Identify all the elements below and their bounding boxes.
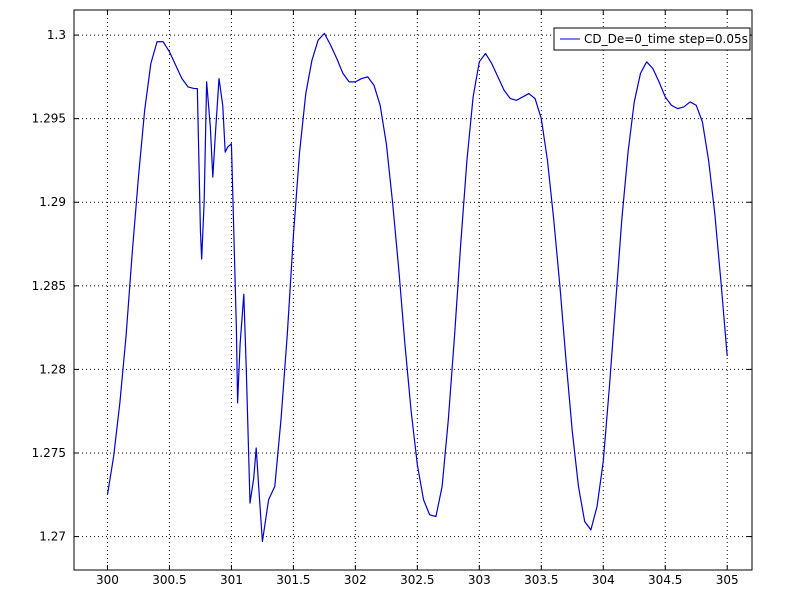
x-tick-label: 304 (592, 573, 615, 587)
y-tick-label: 1.3 (47, 28, 66, 42)
x-tick-label: 303 (468, 573, 491, 587)
x-axis-tick-labels: 300 300.5 301 301.5 302 302.5 303 303.5 304 304.5… (96, 573, 739, 587)
series-layer (106, 32, 728, 543)
y-tick-label: 1.285 (32, 279, 66, 293)
legend-box (553, 27, 751, 51)
series-line (106, 32, 728, 543)
axis-ticks (74, 10, 752, 570)
x-tick-label: 305 (716, 573, 739, 587)
grid (74, 10, 752, 570)
legend-entry: CD_De=0_time step=0.05s (584, 32, 748, 46)
plot-area-frame (73, 9, 753, 571)
x-tick-label: 301 (220, 573, 243, 587)
y-tick-label: 1.275 (32, 446, 66, 460)
x-tick-label: 304.5 (648, 573, 682, 587)
x-tick-label: 303.5 (524, 573, 558, 587)
x-tick-label: 301.5 (276, 573, 310, 587)
legend: CD_De=0_time step=0.05s (553, 27, 751, 51)
y-tick-label: 1.28 (39, 362, 66, 376)
x-tick-label: 300 (96, 573, 119, 587)
y-axis-tick-labels: 1.27 1.275 1.28 1.285 1.29 1.295 1.3 (32, 28, 66, 543)
y-tick-label: 1.29 (39, 195, 66, 209)
x-tick-label: 300.5 (152, 573, 186, 587)
x-tick-label: 302.5 (400, 573, 434, 587)
y-tick-label: 1.27 (39, 530, 66, 544)
x-tick-label: 302 (344, 573, 367, 587)
y-tick-label: 1.295 (32, 112, 66, 126)
